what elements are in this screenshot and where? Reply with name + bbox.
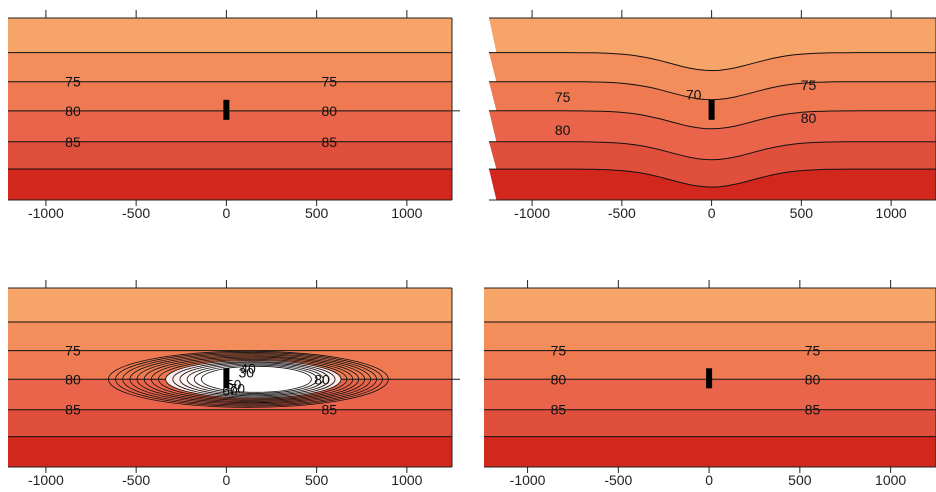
- contour-label: 85: [551, 402, 567, 418]
- x-tick-label: 1000: [391, 472, 422, 488]
- contour-label: 75: [551, 343, 567, 359]
- contour-band: [489, 52, 936, 100]
- contour-label: 80: [314, 371, 330, 387]
- x-tick-label: 0: [222, 205, 230, 221]
- contour-label: 75: [805, 343, 821, 359]
- contour-label: 85: [321, 402, 337, 418]
- x-tick-label: 500: [788, 472, 812, 488]
- x-tick-label: 0: [222, 472, 230, 488]
- contour-band: [8, 52, 452, 82]
- contour-band: [484, 409, 936, 437]
- closed-contour: [136, 355, 366, 404]
- closed-contour: [115, 352, 383, 407]
- marker-bar: [706, 368, 713, 389]
- contour-label: 70: [686, 87, 702, 103]
- x-tick-label: 0: [705, 472, 713, 488]
- contour-label: 85: [65, 402, 81, 418]
- contour-line: [489, 110, 936, 130]
- x-tick-label: -1000: [510, 472, 546, 488]
- contour-band: [8, 141, 452, 170]
- contour-label: 70: [229, 380, 245, 396]
- contour-panel-top-left: 75 75 80 80 85 85 -1000 -500 0 500 1000: [8, 10, 460, 221]
- contour-label: 75: [65, 74, 81, 90]
- x-tick-label: -500: [608, 205, 636, 221]
- x-tick-label: -1000: [28, 472, 64, 488]
- contour-label: 75: [555, 89, 571, 105]
- contour-band: [8, 169, 452, 200]
- contour-label: 80: [321, 103, 337, 119]
- contour-label: 80: [555, 122, 571, 138]
- x-tick-label: -500: [122, 472, 150, 488]
- contour-band: [8, 81, 452, 111]
- contour-band: [489, 141, 936, 188]
- contour-label: 85: [805, 402, 821, 418]
- x-tick-label: 500: [790, 205, 814, 221]
- x-tick-label: 1000: [875, 472, 906, 488]
- closed-contour: [122, 353, 377, 406]
- contour-label: 80: [805, 371, 821, 387]
- contour-band: [8, 322, 452, 351]
- contour-label: 80: [551, 371, 567, 387]
- contour-band: [8, 436, 452, 467]
- x-tick-label: -1000: [514, 205, 550, 221]
- contour-band: [489, 110, 936, 160]
- contour-band: [484, 322, 936, 351]
- contour-label: 80: [65, 371, 81, 387]
- closed-contour: [150, 357, 354, 401]
- marker-bar: [223, 99, 230, 120]
- contour-line: [489, 81, 936, 101]
- contour-label: 85: [321, 134, 337, 150]
- x-tick-label: -500: [122, 205, 150, 221]
- x-tick-label: 1000: [876, 205, 907, 221]
- contour-label: 85: [65, 134, 81, 150]
- contour-band: [8, 18, 452, 53]
- closed-contour: [200, 365, 312, 393]
- x-tick-label: 500: [305, 472, 329, 488]
- closed-contour: [158, 358, 348, 400]
- contour-label: 75: [321, 74, 337, 90]
- contour-panel-top-right: 70 75 75 80 80 -1000 -500 0 500 1000: [489, 10, 936, 221]
- plot-area: 75 75 80 80 85 85: [8, 18, 452, 200]
- contour-label: 75: [65, 343, 81, 359]
- contour-band: [489, 169, 936, 200]
- contour-label: 40: [240, 360, 256, 376]
- contour-band: [484, 436, 936, 467]
- x-tick-label: 1000: [391, 205, 422, 221]
- closed-contour: [129, 354, 372, 405]
- closed-contour: [143, 356, 360, 402]
- contour-line: [489, 52, 936, 72]
- marker-bar: [223, 368, 230, 389]
- contour-band: [489, 18, 936, 71]
- marker-bar: [708, 99, 715, 120]
- contour-band: [8, 409, 452, 437]
- x-tick-label: -1000: [28, 205, 64, 221]
- closed-contour: [107, 350, 389, 408]
- contour-panel-bottom-right: 75 75 80 80 85 85 -1000 -500 0 500 1000: [484, 280, 936, 488]
- contour-line: [489, 168, 936, 188]
- contour-label: 80: [65, 103, 81, 119]
- contour-label: 80: [801, 110, 817, 126]
- contour-band: [8, 288, 452, 323]
- plot-area: 75 75 80 80 85 85: [484, 288, 936, 467]
- x-tick-label: 0: [708, 205, 716, 221]
- contour-band: [8, 110, 452, 142]
- contour-label: 50: [226, 376, 242, 392]
- contour-label: 30: [238, 364, 254, 380]
- contour-label: 75: [801, 77, 817, 93]
- x-tick-label: -500: [604, 472, 632, 488]
- x-tick-label: 500: [305, 205, 329, 221]
- contour-line: [489, 141, 936, 161]
- contour-band: [484, 288, 936, 323]
